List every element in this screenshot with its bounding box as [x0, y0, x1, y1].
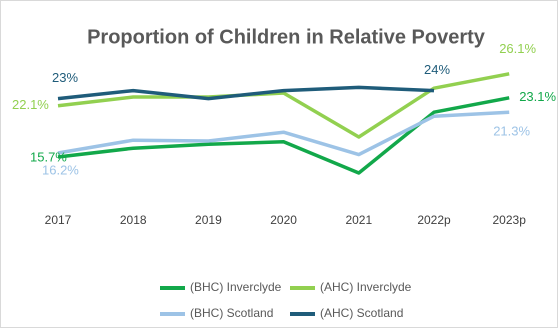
- chart-title: Proportion of Children in Relative Pover…: [87, 26, 486, 48]
- x-tick-label: 2018: [120, 213, 147, 227]
- legend-label: (BHC) Inverclyde: [190, 280, 282, 294]
- data-label: 16.2%: [42, 162, 79, 177]
- data-label: 22.1%: [12, 97, 49, 112]
- legend-label: (BHC) Scotland: [190, 306, 273, 320]
- data-label: 26.1%: [499, 41, 536, 56]
- x-tick-label: 2021: [345, 213, 372, 227]
- data-label: 21.3%: [493, 124, 530, 139]
- data-label: 23.1%: [519, 89, 556, 104]
- data-label: 15.7%: [30, 149, 67, 164]
- x-tick-label: 2020: [270, 213, 297, 227]
- series-line: [57, 85, 435, 101]
- legend-label: (AHC) Scotland: [320, 306, 403, 320]
- series-line: [57, 72, 510, 139]
- data-label: 24%: [424, 62, 450, 77]
- x-tick-label: 2022p: [417, 213, 451, 227]
- x-tick-label: 2017: [45, 213, 72, 227]
- data-label: 23%: [52, 70, 78, 85]
- legend-label: (AHC) Inverclyde: [320, 280, 412, 294]
- series-line: [57, 96, 510, 175]
- x-tick-label: 2019: [195, 213, 222, 227]
- series-line: [57, 110, 510, 157]
- x-tick-label: 2023p: [493, 213, 527, 227]
